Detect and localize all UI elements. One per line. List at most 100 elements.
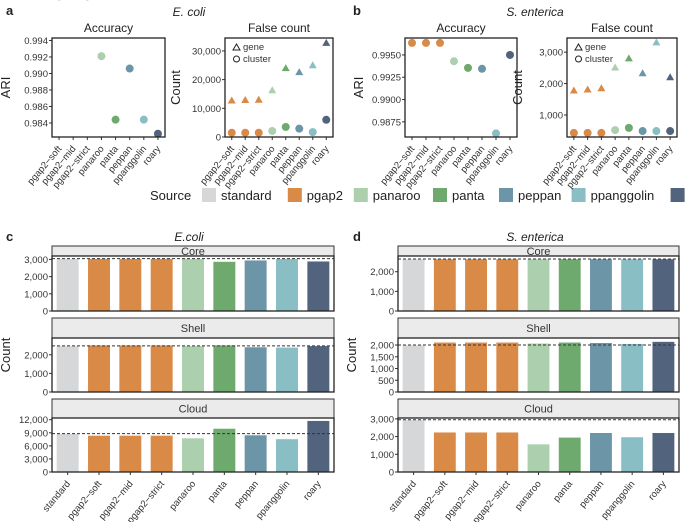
- bar-roary: [306, 345, 330, 393]
- y-tick-label: 1,000: [370, 450, 394, 461]
- gene-point: [295, 68, 304, 76]
- legend-swatch-standard: [202, 188, 216, 202]
- y-tick-label: 0: [389, 468, 394, 479]
- bar-pgap2: [495, 431, 519, 473]
- legend-swatch-panaroo: [353, 188, 368, 202]
- chart-d: CountCore01,0002,000Shell05001,0001,5002…: [344, 245, 680, 522]
- bar-pgap2: [150, 258, 174, 312]
- y-tick-label: 2,000: [539, 79, 563, 90]
- panel-label-d: d: [353, 229, 361, 244]
- x-tick-label: panta: [551, 478, 575, 504]
- bar-peppan: [589, 258, 613, 312]
- y-tick-label: 0: [43, 388, 48, 399]
- y-tick-label: 0.9900: [372, 95, 401, 106]
- bar-ppanggolin: [275, 438, 299, 473]
- y-tick-label: 0: [43, 468, 48, 479]
- data-point: [97, 52, 106, 61]
- bar-peppan: [244, 346, 268, 393]
- x-tick-label: roary: [301, 479, 323, 503]
- y-tick-label: 0.9875: [372, 117, 401, 128]
- y-tick-label: 0: [43, 307, 48, 318]
- bar-panaroo: [181, 437, 205, 473]
- bar-pgap2: [433, 341, 457, 393]
- y-tick-label: 1,000: [24, 289, 48, 300]
- data-point: [666, 127, 675, 136]
- chart-b-accuracy: AccuracyARI0.98750.99000.99250.9950pgap2…: [351, 21, 518, 191]
- bar-peppan: [589, 342, 613, 393]
- triangle-icon: [232, 43, 241, 51]
- data-point: [583, 128, 592, 137]
- bar-panaroo: [181, 345, 205, 393]
- plot-frame: [397, 255, 680, 312]
- gene-point: [254, 95, 263, 103]
- y-tick-label: 1,000: [24, 369, 48, 380]
- y-tick-label: 1,000: [370, 287, 394, 298]
- gene-point: [611, 63, 620, 71]
- legend-swatch-roary: [670, 188, 685, 202]
- bar-roary: [651, 258, 675, 312]
- y-tick-label: 0.9925: [372, 73, 401, 84]
- y-tick-label: 20,000: [192, 75, 221, 86]
- data-point: [268, 126, 277, 135]
- facet-shell: Shell 0 1,000 2,000: [24, 317, 335, 399]
- gene-point: [666, 73, 675, 81]
- y-axis-label: Count: [344, 337, 359, 372]
- bar-peppan: [589, 432, 613, 473]
- y-tick-label: 1,000: [539, 111, 563, 122]
- bar-ppanggolin: [620, 436, 644, 473]
- plot-frame: [51, 255, 335, 312]
- data-point: [597, 128, 606, 137]
- y-tick-label: 1,000: [370, 364, 394, 375]
- legend-gene: gene: [243, 42, 264, 53]
- bar-pgap2: [150, 344, 174, 393]
- y-tick-label: 9,000: [24, 428, 48, 439]
- bar-standard: [402, 344, 426, 393]
- circle-icon: [233, 55, 240, 63]
- y-tick-label: 12,000: [19, 415, 48, 426]
- gene-point: [652, 38, 661, 46]
- legend-cluster: cluster: [243, 54, 271, 65]
- bar-roary: [651, 341, 675, 393]
- bar-roary: [651, 432, 675, 473]
- data-point: [125, 64, 134, 73]
- x-tick-label: peppan: [577, 479, 606, 510]
- panel-label-b: b: [353, 3, 361, 18]
- bar-panaroo: [526, 342, 551, 393]
- y-tick-label: 3,000: [370, 414, 394, 425]
- y-tick-label: 2,000: [370, 341, 394, 352]
- y-axis-label: ARI: [351, 77, 366, 99]
- legend-label-peppan: peppan: [518, 188, 561, 203]
- gene-point: [268, 86, 277, 94]
- x-tick-label: standard: [387, 479, 419, 514]
- y-tick-label: 1,500: [370, 352, 394, 363]
- x-tick-label: peppan: [232, 479, 261, 510]
- bar-pgap2: [118, 258, 142, 312]
- facet-label: Core: [527, 246, 551, 258]
- facet-label: Shell: [181, 323, 205, 335]
- data-point: [450, 57, 458, 66]
- bar-panta: [558, 341, 582, 393]
- legend-swatch-panta: [433, 188, 447, 202]
- chart-title: Accuracy: [436, 21, 485, 35]
- plot-frame: [404, 37, 518, 138]
- bar-pgap2: [464, 258, 488, 312]
- bar-roary: [306, 420, 330, 473]
- species-title-b: S. enterica: [506, 5, 564, 19]
- y-tick-label: 3,000: [24, 255, 48, 266]
- data-point: [408, 38, 416, 47]
- chart-a-accuracy: Accuracy ARI 0.984 0.986 0.988 0.990 0.992 0.99…: [0, 0, 166, 191]
- y-tick-label: 2,000: [24, 272, 48, 283]
- data-point: [478, 64, 486, 73]
- y-tick-label: 2,000: [24, 350, 48, 361]
- bar-roary: [306, 260, 330, 312]
- y-tick-label: 0.986: [24, 102, 48, 113]
- data-point: [111, 115, 120, 124]
- triangle-icon: [574, 43, 583, 51]
- data-point: [308, 128, 317, 137]
- y-tick-label: 0.990: [24, 69, 48, 80]
- x-tick-label: panta: [206, 478, 230, 504]
- data-point: [281, 122, 290, 131]
- chart-b-false: False countCount1,0002,0003,000pgap2−sof…: [510, 21, 678, 191]
